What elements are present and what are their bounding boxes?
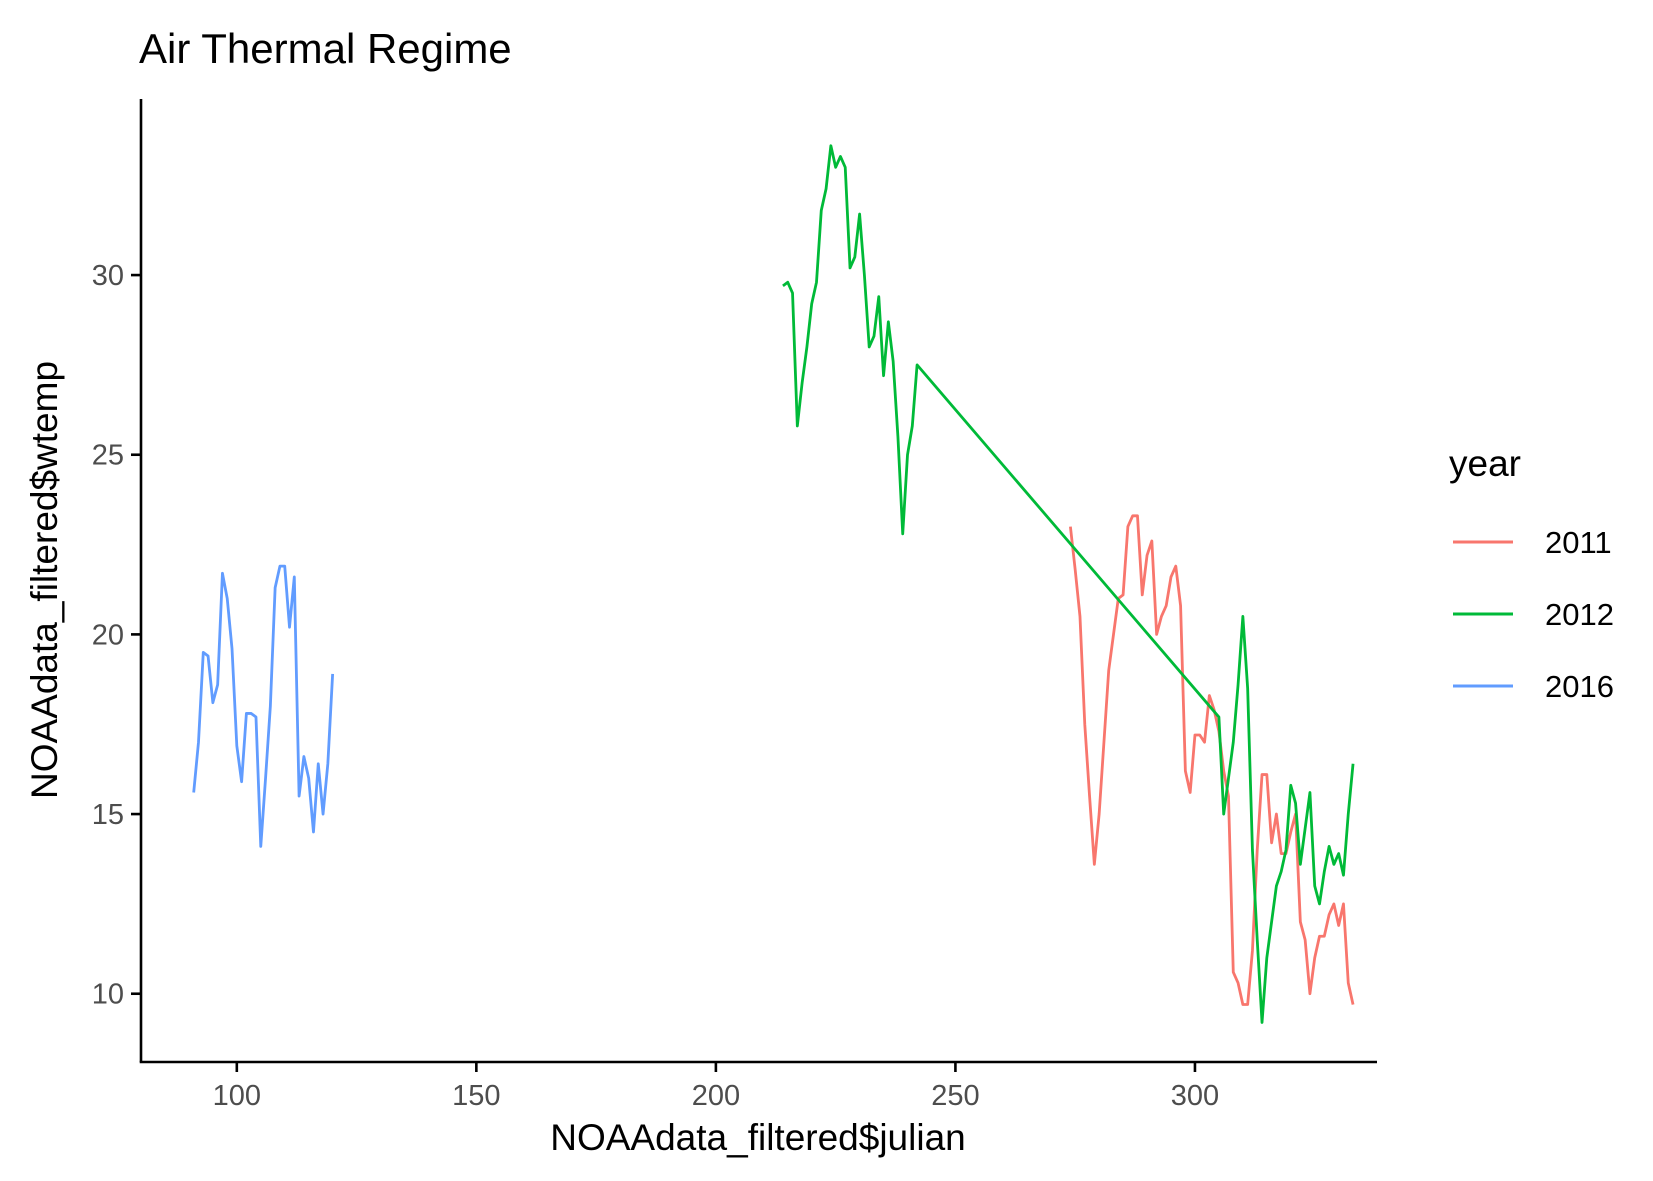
x-tick-label: 100 <box>213 1080 261 1112</box>
legend-label-2016: 2016 <box>1545 669 1614 704</box>
x-tick-label: 150 <box>452 1080 500 1112</box>
series-line-2012 <box>782 144 1355 1024</box>
plot-series-group <box>192 144 1355 1024</box>
series-line-2011 <box>1069 514 1355 1006</box>
legend-label-2012: 2012 <box>1545 597 1614 632</box>
y-tick-label: 10 <box>92 979 124 1011</box>
legend-title: year <box>1449 443 1521 484</box>
x-tick-label: 200 <box>692 1080 740 1112</box>
x-tick-label: 250 <box>931 1080 979 1112</box>
series-line-2016 <box>192 564 335 848</box>
x-axis-ticks: 100 150 200 250 300 <box>213 1062 1219 1112</box>
legend: year 2011 2012 2016 <box>1449 443 1614 704</box>
y-axis-label: NOAAdata_filtered$wtemp <box>24 361 65 799</box>
y-tick-label: 25 <box>92 440 124 472</box>
y-tick-label: 30 <box>92 260 124 292</box>
chart-title: Air Thermal Regime <box>139 25 512 72</box>
legend-label-2011: 2011 <box>1545 525 1612 560</box>
y-tick-label: 20 <box>92 619 124 651</box>
y-axis-ticks: 10 15 20 25 30 <box>92 260 141 1011</box>
x-tick-label: 300 <box>1171 1080 1219 1112</box>
y-tick-label: 15 <box>92 799 124 831</box>
x-axis-label: NOAAdata_filtered$julian <box>550 1117 965 1158</box>
